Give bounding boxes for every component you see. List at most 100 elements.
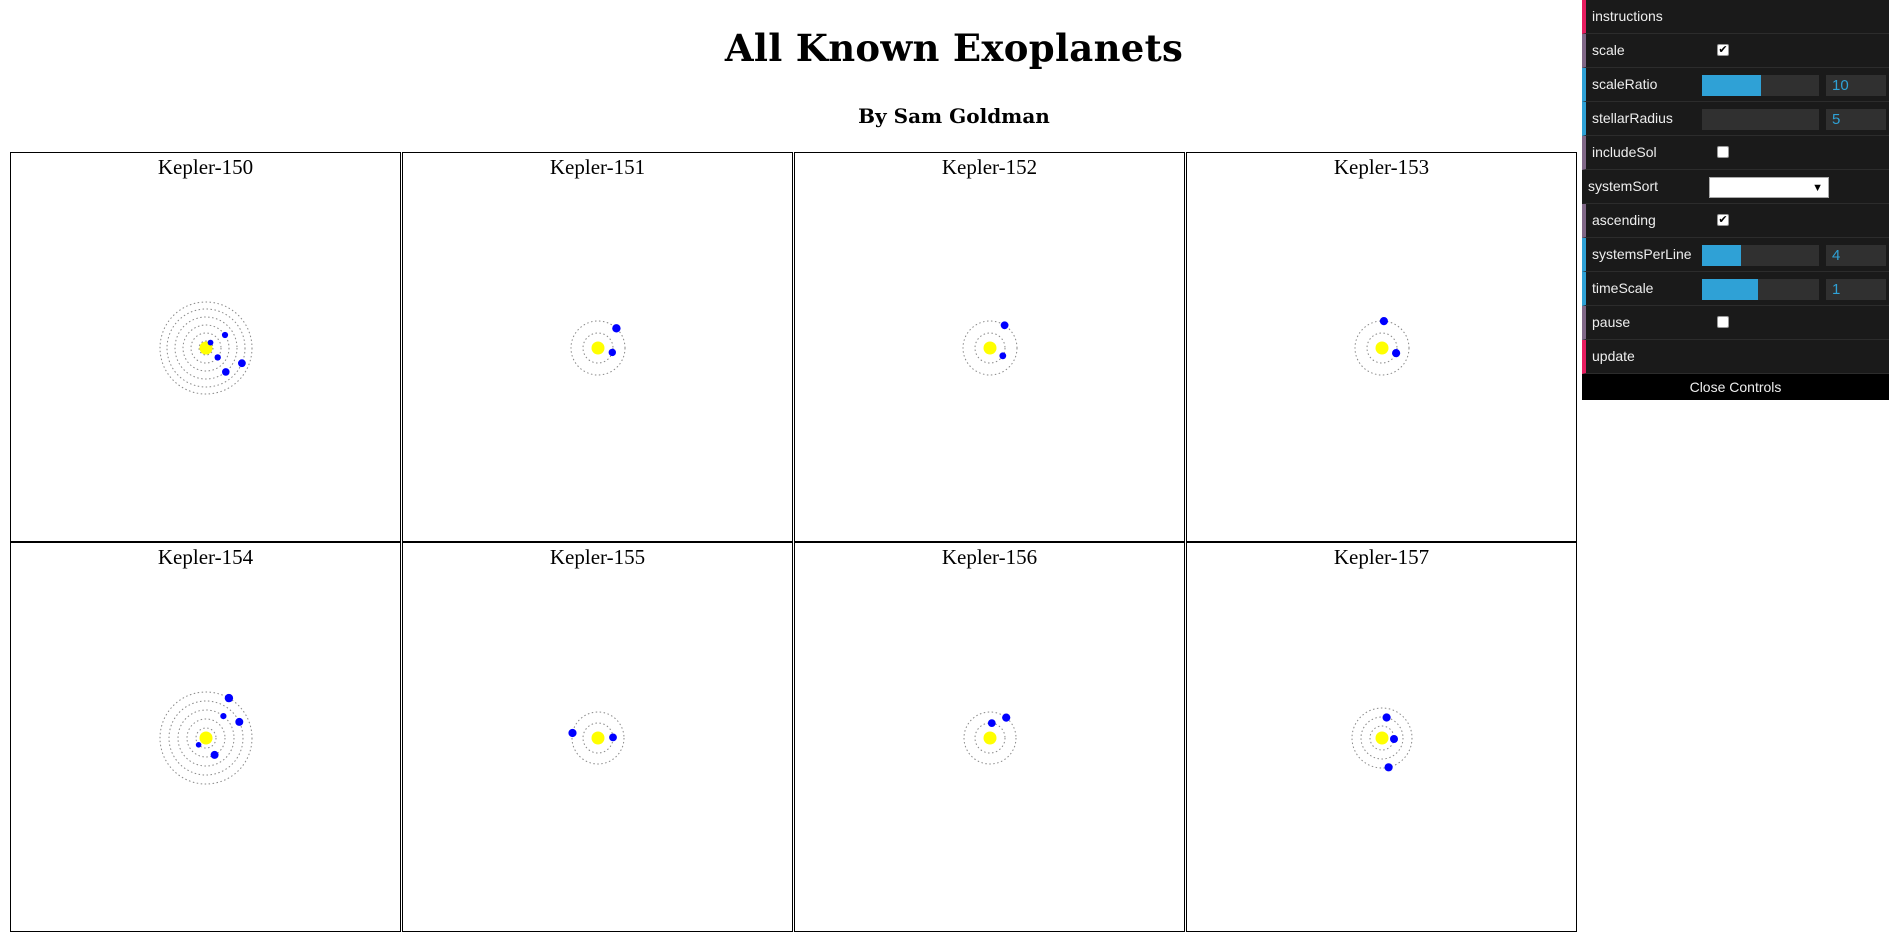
scale-checkbox[interactable]: ✔ <box>1717 44 1729 56</box>
scale-row: scale ✔ <box>1582 34 1889 68</box>
orbit-ring <box>159 691 253 785</box>
stellar-radius-row: stellarRadius 5 <box>1582 102 1889 136</box>
systems-grid: Kepler-150 Kepler-151 Kepler-152 Kepler-153… <box>10 152 1578 932</box>
page-title: All Known Exoplanets <box>724 26 1184 70</box>
planet <box>238 359 246 368</box>
system-cell: Kepler-155 <box>402 542 793 932</box>
planet <box>1392 349 1401 358</box>
system-name: Kepler-154 <box>157 545 254 569</box>
orbit-ring <box>1360 716 1404 760</box>
orbit-ring <box>195 727 217 749</box>
system-name: Kepler-151 <box>549 155 646 179</box>
time-scale-slider[interactable] <box>1702 279 1819 300</box>
orbit-ring <box>974 722 1006 754</box>
planet <box>224 693 234 703</box>
star <box>1375 341 1389 355</box>
ascending-label: ascending <box>1592 212 1656 228</box>
system-cell: Kepler-153 <box>1186 152 1577 542</box>
stellar-radius-slider[interactable] <box>1702 109 1819 130</box>
planet <box>612 324 621 333</box>
planet <box>1002 713 1011 722</box>
star <box>591 731 605 745</box>
close-controls-button[interactable]: Close Controls <box>1582 374 1889 400</box>
system-name: Kepler-150 <box>157 155 254 179</box>
pause-row: pause <box>1582 306 1889 340</box>
star <box>1375 731 1389 745</box>
time-scale-label: timeScale <box>1592 280 1654 296</box>
scale-ratio-slider[interactable] <box>1702 75 1819 96</box>
planet <box>987 719 996 727</box>
system-diagram <box>159 301 253 395</box>
time-scale-slider-fill <box>1702 279 1759 300</box>
planet <box>235 717 244 726</box>
orbit-ring <box>1351 707 1413 769</box>
system-diagram <box>568 711 625 765</box>
ascending-checkbox[interactable]: ✔ <box>1717 214 1729 226</box>
include-sol-checkbox[interactable] <box>1717 146 1729 158</box>
pause-label: pause <box>1592 314 1631 330</box>
orbit-ring <box>570 320 626 376</box>
planet <box>1382 713 1391 722</box>
planet <box>609 733 617 742</box>
planet <box>220 713 227 720</box>
systems-per-line-slider[interactable] <box>1702 245 1819 266</box>
orbit-ring <box>177 709 235 767</box>
orbit-ring <box>571 711 625 765</box>
system-cell: Kepler-157 <box>1186 542 1577 932</box>
scale-ratio-slider-fill <box>1702 75 1761 96</box>
orbit-ring <box>962 320 1018 376</box>
system-name: Kepler-156 <box>941 545 1038 569</box>
planet <box>1000 321 1009 330</box>
ascending-row: ascending ✔ <box>1582 204 1889 238</box>
orbit-ring <box>168 700 244 776</box>
star <box>591 341 605 355</box>
system-sort-select[interactable]: ▼ <box>1709 177 1829 198</box>
system-diagram <box>963 711 1017 765</box>
triangle-down-icon: ▼ <box>1812 182 1823 194</box>
orbit-ring <box>1354 320 1410 376</box>
planet <box>221 331 229 339</box>
planet <box>210 750 219 759</box>
system-cell: Kepler-152 <box>794 152 1185 542</box>
pause-checkbox[interactable] <box>1717 316 1729 328</box>
scale-ratio-row: scaleRatio 10 <box>1582 68 1889 102</box>
planet <box>222 368 230 376</box>
time-scale-input[interactable]: 1 <box>1826 279 1886 300</box>
systems-per-line-label: systemsPerLine <box>1592 246 1692 262</box>
include-sol-label: includeSol <box>1592 144 1657 160</box>
system-cell: Kepler-150 <box>10 152 401 542</box>
update-label: update <box>1592 348 1635 364</box>
planet <box>195 742 202 748</box>
planet <box>1384 763 1393 772</box>
scale-ratio-input[interactable]: 10 <box>1826 75 1886 96</box>
system-cell: Kepler-151 <box>402 152 793 542</box>
stellar-radius-label: stellarRadius <box>1592 110 1673 126</box>
system-name: Kepler-152 <box>941 155 1038 179</box>
star <box>199 731 213 745</box>
systems-per-line-input[interactable]: 4 <box>1826 245 1886 266</box>
time-scale-row: timeScale 1 <box>1582 272 1889 306</box>
scale-ratio-label: scaleRatio <box>1592 76 1658 92</box>
system-cell: Kepler-156 <box>794 542 1185 932</box>
stellar-radius-input[interactable]: 5 <box>1826 109 1886 130</box>
orbit-ring <box>198 340 214 356</box>
system-diagram <box>1351 707 1413 772</box>
update-button[interactable]: update <box>1582 340 1889 374</box>
planet <box>207 339 214 346</box>
include-sol-row: includeSol <box>1582 136 1889 170</box>
system-diagram <box>962 320 1018 376</box>
systems-per-line-slider-fill <box>1702 245 1741 266</box>
system-diagram <box>159 691 253 785</box>
orbit-ring <box>582 332 614 364</box>
systems-per-line-row: systemsPerLine 4 <box>1582 238 1889 272</box>
system-sort-label: systemSort <box>1588 178 1659 194</box>
system-sort-row: systemSort ▼ <box>1582 170 1889 204</box>
orbit-ring <box>974 332 1006 364</box>
orbit-ring <box>186 718 226 758</box>
star <box>983 731 997 745</box>
orbit-ring <box>159 301 253 395</box>
system-name: Kepler-155 <box>549 545 646 569</box>
planet <box>999 352 1007 360</box>
page-subtitle: By Sam Goldman <box>858 104 1050 128</box>
instructions-button[interactable]: instructions <box>1582 0 1889 34</box>
